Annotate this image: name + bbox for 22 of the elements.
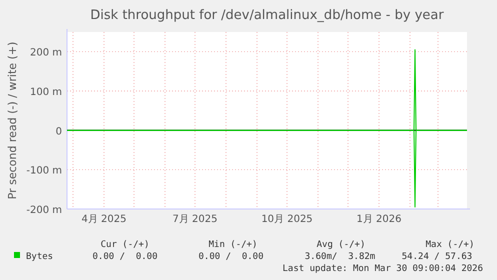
legend-label: Bytes — [26, 252, 54, 262]
y-tick-label: 0 — [56, 126, 62, 138]
text: Last update: Mon Mar 30 09:00:04 2026 — [282, 264, 483, 274]
text: 0.00 / 0.00 — [92, 252, 158, 262]
x-tick-label: 10月 2025 — [261, 214, 313, 225]
x-tick-label: 7月 2025 — [172, 214, 218, 225]
y-axis-title: Pr second read (-) / write (+) — [6, 42, 19, 200]
text: 0.00 / 0.00 — [198, 252, 264, 262]
text: Avg (-/+) — [316, 240, 366, 250]
legend: Bytes — [14, 252, 54, 262]
y-tick-label: -200 m — [26, 205, 62, 216]
text: 54.24 / 57.63 — [402, 252, 472, 262]
x-tick-label: 1月 2026 — [356, 214, 402, 225]
x-tick-label: 4月 2025 — [82, 214, 126, 225]
chart-title: Disk throughput for /dev/almalinux_db/home - by year — [90, 8, 444, 23]
y-tick-label: 100 m — [30, 87, 62, 98]
y-tick-label: 200 m — [30, 48, 62, 59]
text: 3.60m/ 3.82m — [304, 252, 376, 262]
text: Max (-/+) — [426, 240, 474, 250]
y-tick-label: -100 m — [26, 166, 62, 177]
text: Min (-/+) — [208, 240, 258, 250]
text: Cur (-/+) — [100, 240, 150, 250]
